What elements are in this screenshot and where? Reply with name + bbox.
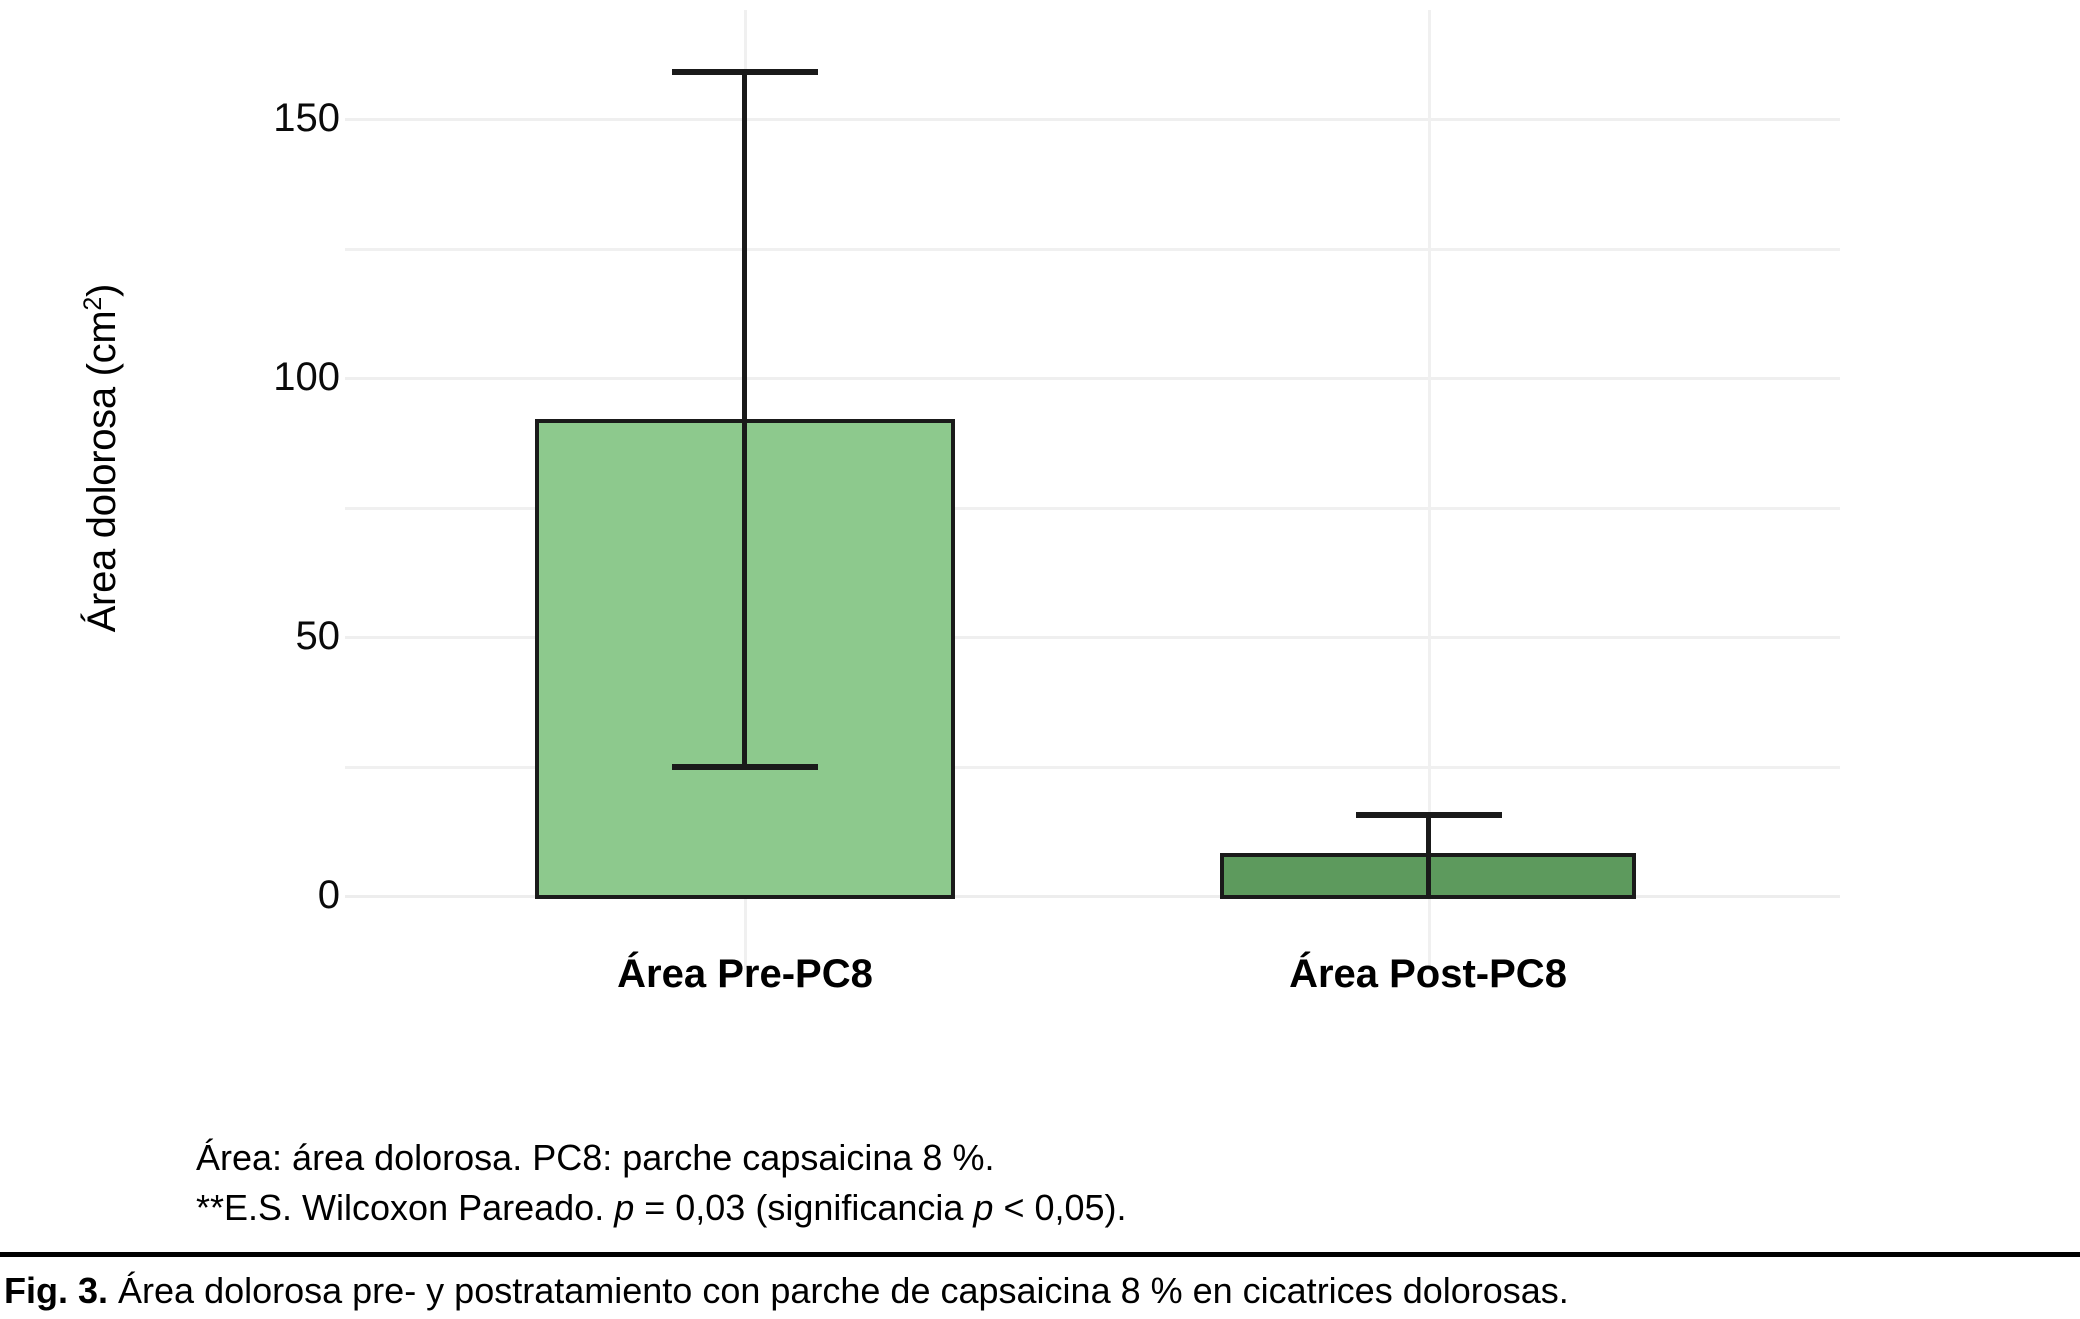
gridline-25	[345, 766, 1840, 769]
error-bar-line-area-post-pc8	[1426, 815, 1431, 899]
figure-caption-label: Fig. 3.	[4, 1270, 109, 1311]
gridline-125	[345, 248, 1840, 251]
footnote-line-2: **E.S. Wilcoxon Pareado. p = 0,03 (signi…	[196, 1183, 1127, 1233]
y-axis-title-text: Área dolorosa (cm	[80, 310, 125, 633]
gridline-150	[345, 118, 1840, 121]
chart-plot-area: Área dolorosa (cm2) 150 100 50 0 Área Pr…	[79, 10, 1840, 996]
figure-caption-text: Área dolorosa pre- y postratamiento con …	[108, 1270, 1569, 1311]
y-tick-label-50: 50	[295, 614, 341, 658]
vertical-gridline-category-2	[1428, 10, 1431, 970]
footnote-line-2-prefix: **E.S. Wilcoxon Pareado.	[196, 1186, 615, 1228]
y-axis-title: Área dolorosa (cm2)	[79, 248, 125, 668]
error-bar-cap-upper-area-pre-pc8	[672, 69, 818, 75]
y-tick-label-150: 150	[273, 96, 340, 140]
figure-caption: Fig. 3. Área dolorosa pre- y postratamie…	[4, 1268, 2076, 1313]
footnote-p-value-symbol-2: p	[973, 1186, 994, 1228]
y-axis-title-superscript: 2	[78, 297, 107, 311]
footnote-line-2-suffix: < 0,05).	[993, 1186, 1127, 1228]
gridline-75	[345, 507, 1840, 510]
figure-footnotes: Área: área dolorosa. PC8: parche capsaic…	[196, 1133, 1127, 1232]
caption-divider	[0, 1252, 2080, 1257]
y-tick-label-0: 0	[317, 873, 340, 917]
error-bar-cap-upper-area-post-pc8	[1356, 812, 1502, 818]
x-axis-label-area-pre-pc8: Área Pre-PC8	[617, 952, 873, 996]
x-axis-label-area-post-pc8: Área Post-PC8	[1289, 952, 1567, 996]
footnote-line-1: Área: área dolorosa. PC8: parche capsaic…	[196, 1137, 995, 1178]
error-bar-line-area-pre-pc8	[742, 72, 747, 769]
gridline-0	[345, 895, 1840, 898]
gridline-50	[345, 636, 1840, 639]
y-tick-label-100: 100	[273, 355, 340, 399]
gridline-100	[345, 377, 1840, 380]
y-axis-title-paren: )	[80, 283, 125, 298]
footnote-p-value-symbol-1: p	[614, 1186, 635, 1228]
footnote-line-2-middle: = 0,03 (significancia	[634, 1186, 974, 1228]
error-bar-cap-lower-area-pre-pc8	[672, 764, 818, 770]
